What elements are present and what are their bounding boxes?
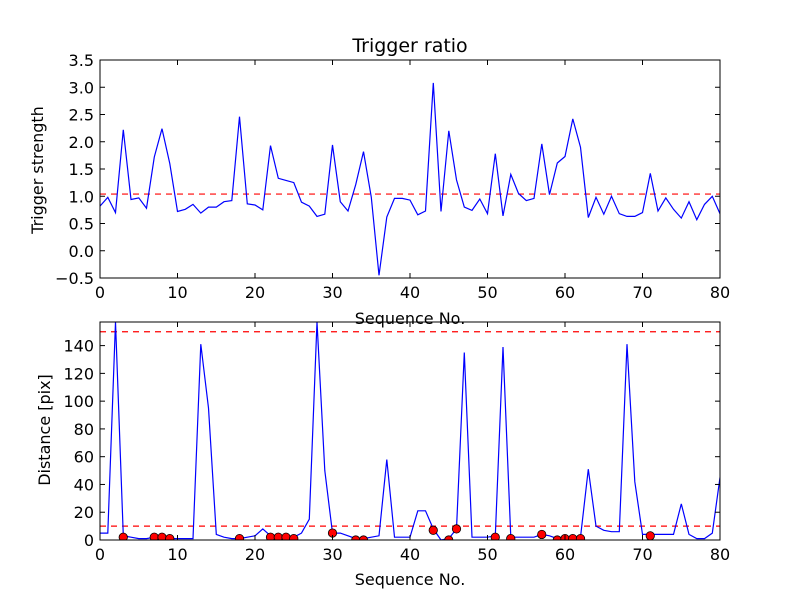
y-tick-label: 100 [63,392,94,411]
y-tick-label: 2.5 [69,106,94,125]
x-tick-label: 0 [95,545,105,564]
y-tick-label: 2.0 [69,133,94,152]
data-point [234,534,245,540]
x-tick-label: 80 [710,545,730,564]
y-axis-label: Distance [pix] [35,374,54,486]
data-point [537,529,547,540]
data-point [118,532,128,540]
y-tick-label: 0.0 [69,242,94,261]
plot-content [100,82,720,276]
data-point [575,534,586,540]
data-point [428,525,438,535]
y-tick-label: 1.5 [69,160,94,179]
x-tick-label: 70 [632,283,652,302]
x-tick-label: 60 [555,545,575,564]
y-tick-label: 0 [84,531,94,550]
trigger-ratio-chart: Trigger ratio 0 10 20 30 40 50 60 70 80 −0.5 0.0 0.… [28,35,730,328]
x-tick-label: 40 [400,545,420,564]
x-tick-label: 10 [167,545,187,564]
x-tick-label: 60 [555,283,575,302]
x-tick-label: 50 [477,283,497,302]
x-tick-label: 40 [400,283,420,302]
x-tick-label: 30 [322,283,342,302]
plot-content [100,322,720,540]
x-axis-label: Sequence No. [355,570,466,589]
y-tick-label: 40 [74,475,94,494]
y-tick-label: 140 [63,337,94,356]
x-tick-label: 30 [322,545,342,564]
x-tick-label: 80 [710,283,730,302]
y-tick-label: 0.5 [69,215,94,234]
data-point [490,532,500,540]
data-point [645,531,655,540]
data-point [289,534,299,540]
chart-title: Trigger ratio [351,35,467,57]
x-tick-label: 50 [477,545,497,564]
series-line [100,82,720,276]
x-tick-label: 20 [245,545,265,564]
y-tick-label: −0.5 [55,269,94,288]
x-tick-label: 0 [95,283,105,302]
data-point [506,534,516,540]
y-tick-label: 1.0 [69,187,94,206]
data-point [165,534,175,540]
y-tick-label: 3.0 [69,78,94,97]
y-tick-label: 120 [63,364,94,383]
x-tick-label: 70 [632,545,652,564]
y-tick-label: 3.5 [69,51,94,70]
x-axis-label: Sequence No. [355,309,466,328]
plot-area: 0 10 20 30 40 50 60 70 80 0 20 40 60 80 100 120 140 [63,321,730,564]
y-tick-label: 60 [74,448,94,467]
x-tick-label: 20 [245,283,265,302]
y-tick-label: 20 [74,503,94,522]
data-point [451,524,462,534]
plot-area: 0 10 20 30 40 50 60 70 80 −0.5 0.0 0.5 1.0 1.5 2.0 2.5 3… [55,51,730,302]
distance-chart: 0 10 20 30 40 50 60 70 80 0 20 40 60 80 100 120 140 Sequ… [35,321,730,589]
x-tick-label: 10 [167,283,187,302]
y-tick-label: 80 [74,420,94,439]
y-axis-label: Trigger strength [28,106,47,235]
